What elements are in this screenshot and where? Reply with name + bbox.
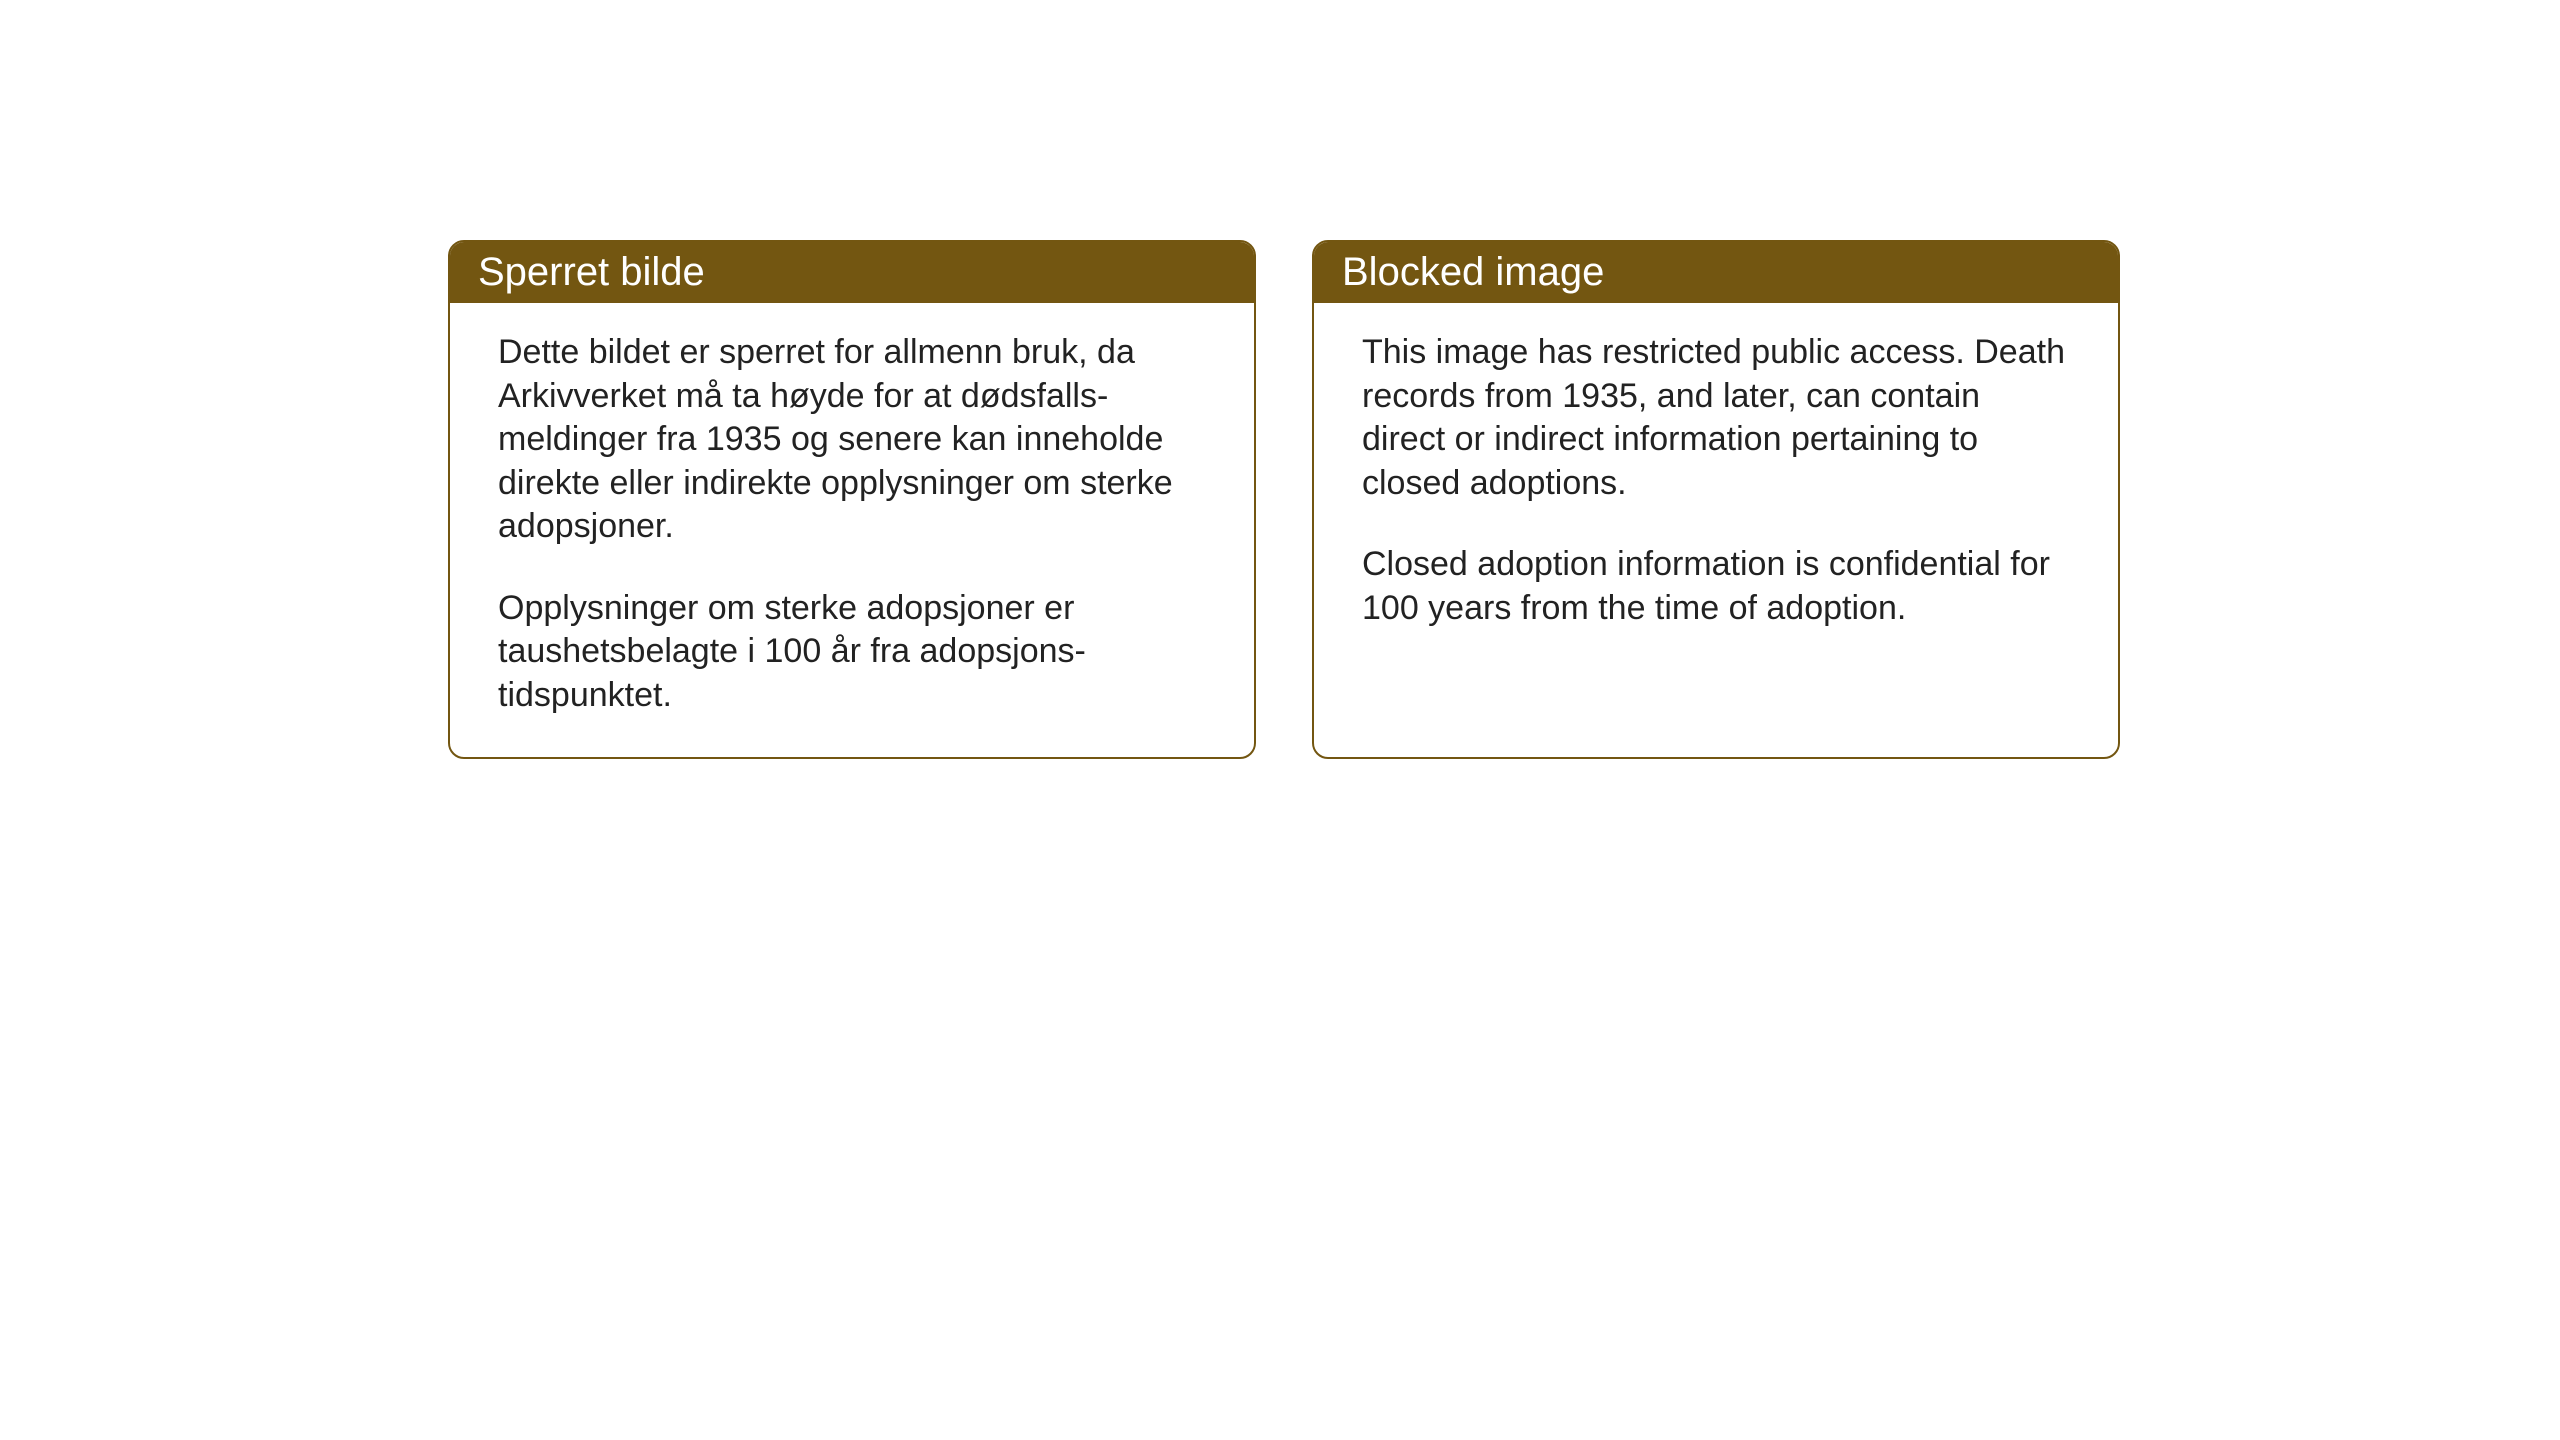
card-title-norwegian: Sperret bilde (478, 250, 1226, 295)
card-body-english: This image has restricted public access.… (1314, 303, 2118, 670)
card-header-english: Blocked image (1314, 242, 2118, 303)
card-paragraph-1-norwegian: Dette bildet er sperret for allmenn bruk… (498, 331, 1206, 549)
notice-cards-container: Sperret bilde Dette bildet er sperret fo… (448, 240, 2120, 759)
card-paragraph-2-english: Closed adoption information is confident… (1362, 543, 2070, 630)
card-paragraph-1-english: This image has restricted public access.… (1362, 331, 2070, 505)
notice-card-english: Blocked image This image has restricted … (1312, 240, 2120, 759)
card-body-norwegian: Dette bildet er sperret for allmenn bruk… (450, 303, 1254, 757)
card-title-english: Blocked image (1342, 250, 2090, 295)
card-header-norwegian: Sperret bilde (450, 242, 1254, 303)
card-paragraph-2-norwegian: Opplysninger om sterke adopsjoner er tau… (498, 587, 1206, 718)
notice-card-norwegian: Sperret bilde Dette bildet er sperret fo… (448, 240, 1256, 759)
